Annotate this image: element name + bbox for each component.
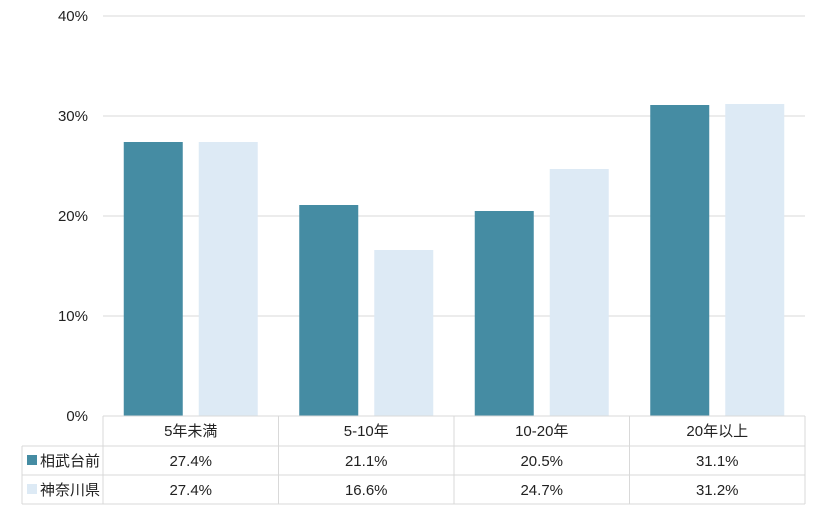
data-label: 24.7% [520, 482, 563, 499]
category-label: 10-20年 [515, 423, 568, 440]
bar-series2 [725, 104, 785, 416]
y-tick-label: 30% [58, 108, 88, 125]
bar-series1 [123, 142, 183, 416]
bar-series2 [374, 250, 434, 416]
data-label: 31.2% [696, 482, 739, 499]
category-label: 20年以上 [686, 423, 748, 440]
data-label: 16.6% [345, 482, 388, 499]
category-label: 5-10年 [344, 423, 389, 440]
legend-label: 相武台前 [40, 453, 100, 470]
y-tick-label: 0% [66, 408, 88, 425]
bar-series2 [198, 142, 258, 416]
legend-key [27, 484, 37, 494]
legend-key [27, 455, 37, 465]
category-label: 5年未満 [164, 423, 217, 440]
y-tick-label: 20% [58, 208, 88, 225]
bar-series1 [299, 205, 359, 416]
y-tick-label: 10% [58, 308, 88, 325]
bar-series1 [650, 105, 710, 416]
legend-label: 神奈川県 [40, 482, 100, 499]
data-label: 20.5% [520, 453, 563, 470]
data-label: 21.1% [345, 453, 388, 470]
data-label: 27.4% [169, 482, 212, 499]
data-label: 27.4% [169, 453, 212, 470]
bar-series2 [549, 169, 609, 416]
y-tick-label: 40% [58, 8, 88, 25]
y-axis-ticks: 0% 10% 20% 30% 40% [58, 8, 88, 425]
data-label: 31.1% [696, 453, 739, 470]
bars [123, 104, 785, 416]
bar-series1 [474, 211, 534, 416]
